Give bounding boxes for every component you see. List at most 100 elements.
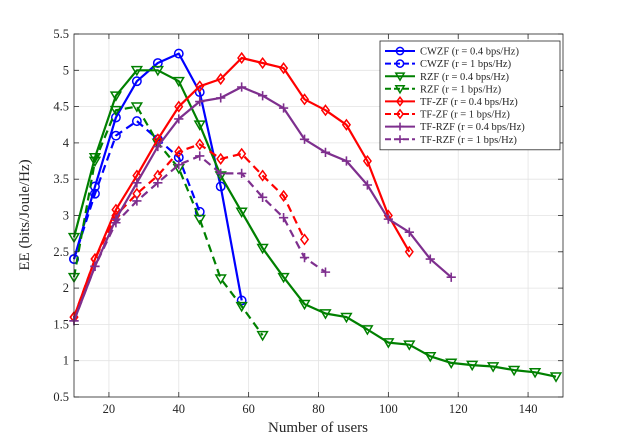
x-axis-label: Number of users xyxy=(268,420,368,436)
triangle-marker xyxy=(528,367,542,379)
plus-marker xyxy=(90,261,100,271)
legend-label: TF-ZF (r = 0.4 bps/Hz) xyxy=(420,97,518,108)
legend-label: CWZF (r = 1 bps/Hz) xyxy=(420,59,512,70)
triangle-marker xyxy=(193,214,206,226)
diamond-marker xyxy=(279,189,289,202)
diamond-marker xyxy=(258,169,268,182)
plus-marker xyxy=(446,272,456,282)
triangle-marker xyxy=(235,301,248,313)
triangle-marker xyxy=(235,207,248,218)
legend-label: RZF (r = 1 bps/Hz) xyxy=(420,84,502,95)
triangle-marker xyxy=(193,120,206,131)
plus-marker xyxy=(257,91,268,101)
diamond-marker xyxy=(237,147,247,160)
triangle-marker xyxy=(109,105,123,117)
diamond-marker xyxy=(195,80,205,93)
circle-marker xyxy=(395,59,405,68)
plus-marker xyxy=(278,103,289,113)
plus-marker xyxy=(362,180,373,190)
triangle-marker xyxy=(361,325,374,336)
legend-label: TF-ZF (r = 1 bps/Hz) xyxy=(420,110,510,121)
triangle-marker xyxy=(445,358,458,369)
y-tick-label: 0.5 xyxy=(53,390,69,404)
series-tf-rzf-r-1-bps-hz- xyxy=(69,151,331,326)
triangle-marker xyxy=(466,360,479,372)
plus-marker xyxy=(153,178,163,188)
circle-marker xyxy=(131,116,142,127)
plus-marker xyxy=(174,114,184,124)
diamond-marker xyxy=(299,233,310,246)
legend: CWZF (r = 0.4 bps/Hz)CWZF (r = 1 bps/Hz)… xyxy=(379,40,561,151)
plus-marker xyxy=(195,151,205,161)
x-tick-label: 60 xyxy=(242,402,255,416)
triangle-marker xyxy=(130,102,144,113)
plus-marker xyxy=(396,135,404,144)
plus-marker xyxy=(132,196,142,206)
plus-marker xyxy=(320,147,331,157)
triangle-marker xyxy=(487,362,500,373)
circle-marker xyxy=(215,181,226,192)
triangle-marker xyxy=(172,76,185,88)
diamond-marker xyxy=(362,154,372,168)
plus-marker xyxy=(153,141,163,152)
triangle-marker xyxy=(424,351,437,363)
legend-label: TF-RZF (r = 0.4 bps/Hz) xyxy=(420,122,525,133)
triangle-marker xyxy=(256,330,269,342)
triangle-marker xyxy=(88,156,102,168)
triangle-marker xyxy=(549,372,563,383)
circle-marker xyxy=(194,87,205,98)
legend-box xyxy=(379,40,561,151)
y-tick-label: 4.5 xyxy=(53,100,69,114)
circle-marker xyxy=(110,112,121,123)
circle-marker xyxy=(173,48,184,59)
plus-marker xyxy=(195,96,205,107)
y-tick-label: 3.5 xyxy=(53,172,69,186)
circle-marker xyxy=(90,188,100,199)
plus-marker xyxy=(237,82,247,92)
diamond-marker xyxy=(174,145,184,158)
x-tick-label: 120 xyxy=(449,402,468,416)
series-line xyxy=(72,105,264,336)
x-tick-label: 100 xyxy=(379,402,398,416)
x-tick-label: 40 xyxy=(173,402,186,416)
circle-marker xyxy=(395,46,405,56)
plus-marker xyxy=(237,168,247,179)
plus-marker xyxy=(132,178,142,188)
plus-marker xyxy=(396,122,404,131)
legend-label: RZF (r = 0.4 bps/Hz) xyxy=(420,72,510,83)
plus-marker xyxy=(216,168,226,179)
diamond-marker xyxy=(299,93,310,106)
diamond-marker xyxy=(320,104,331,117)
plus-marker xyxy=(425,254,435,264)
series-line xyxy=(72,143,306,318)
y-tick-label: 2 xyxy=(63,281,69,295)
triangle-marker xyxy=(382,338,395,349)
circle-marker xyxy=(110,130,121,141)
triangle-marker xyxy=(394,84,406,95)
triangle-marker xyxy=(298,299,311,311)
plus-marker xyxy=(404,227,414,237)
diamond-marker xyxy=(195,138,205,151)
plus-marker xyxy=(299,134,310,144)
triangle-marker xyxy=(214,274,227,285)
plus-marker xyxy=(299,252,310,263)
plus-marker xyxy=(216,93,226,103)
triangle-marker xyxy=(507,365,521,377)
x-tick-label: 20 xyxy=(103,402,116,416)
triangle-marker xyxy=(319,309,332,320)
y-tick-label: 1 xyxy=(63,354,69,368)
y-tick-label: 5.5 xyxy=(53,27,69,41)
series-tf-rzf-r-0-4-bps-hz- xyxy=(69,82,456,326)
triangle-marker xyxy=(109,91,123,102)
diamond-marker xyxy=(395,108,405,120)
plus-marker xyxy=(174,160,184,170)
legend-label: TF-RZF (r = 1 bps/Hz) xyxy=(420,135,517,146)
triangle-marker xyxy=(256,243,269,255)
x-tick-label: 80 xyxy=(312,402,325,416)
plus-marker xyxy=(383,214,393,224)
circle-marker xyxy=(131,76,142,87)
triangle-marker xyxy=(130,65,144,77)
diamond-marker xyxy=(237,51,247,65)
plus-marker xyxy=(257,192,268,202)
